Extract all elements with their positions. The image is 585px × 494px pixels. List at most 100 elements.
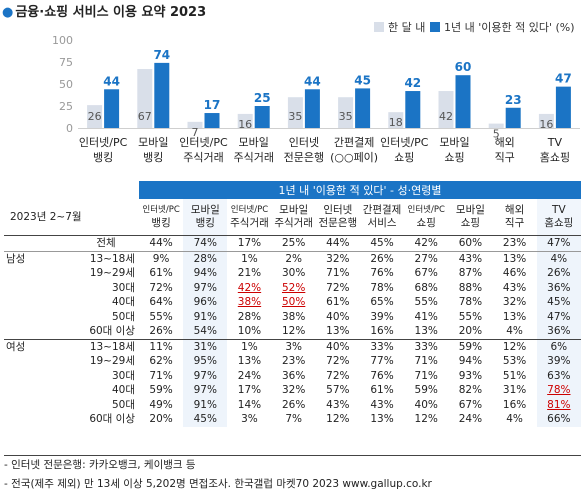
table-cell: 16%: [370, 325, 394, 338]
column-header: 간편결제 서비스: [359, 199, 405, 236]
table-cell: 55%: [149, 310, 173, 323]
table-cell: 10%: [237, 325, 262, 338]
table-header-row: 2023년 2~7월 인터넷/PC 뱅킹 모바일 뱅킹 인터넷/PC 주식거래 모바일 주식거…: [4, 199, 581, 236]
table-row: 전체 44% 74% 17% 25% 44% 45% 42% 60% 23% 47%: [4, 235, 581, 252]
data-table: 1년 내 '이용한 적 있다' - 성·연령별 2023년 2~7월 인터넷/P…: [4, 181, 581, 453]
bar-yearly: [505, 107, 521, 128]
table-cell: 45%: [536, 295, 581, 310]
table-cell: 94%: [458, 355, 483, 368]
data-label-monthly: 26: [88, 110, 102, 123]
row-group: [4, 235, 77, 252]
data-label-monthly: 67: [138, 110, 152, 123]
table-banner-row: 1년 내 '이용한 적 있다' - 성·연령별: [4, 181, 581, 199]
bar-monthly: [287, 97, 303, 128]
chart-title-text: 금융·쇼핑 서비스 이용 요약 2023: [15, 5, 207, 20]
table-cell: 63%: [536, 368, 581, 383]
table-row: 50대 55% 91% 28% 38% 40% 39% 41% 55% 13% 47%: [4, 309, 581, 324]
usage-table: 1년 내 '이용한 적 있다' - 성·연령별 2023년 2~7월 인터넷/P…: [4, 181, 581, 427]
x-category-label: 직구: [495, 151, 515, 164]
row-group: [4, 369, 77, 384]
table-cell: 97%: [183, 368, 228, 383]
table-cell: 21%: [237, 267, 262, 280]
table-cell: 91%: [183, 309, 228, 324]
y-tick-label: 50: [59, 78, 73, 91]
table-cell: 53%: [502, 355, 527, 368]
row-label: 13~18세: [77, 338, 139, 354]
row-label: 전체: [77, 235, 139, 252]
row-group: [4, 354, 77, 369]
table-cell: 72%: [149, 281, 173, 294]
data-label-monthly: 5: [493, 128, 500, 141]
data-label-yearly: 45: [354, 73, 371, 87]
row-group: [4, 266, 77, 281]
column-header-line1: TV: [552, 204, 566, 216]
bar-monthly: [488, 123, 504, 128]
column-header-line1: 인터넷/PC: [407, 205, 445, 215]
table-cell: 12%: [326, 413, 350, 426]
row-group: 남성: [6, 252, 26, 265]
table-cell: 95%: [183, 354, 228, 369]
table-cell: 7%: [285, 413, 302, 426]
table-cell: 40%: [315, 338, 360, 354]
row-label: 19~29세: [89, 355, 135, 368]
bar-yearly: [355, 88, 371, 128]
data-label-yearly: 25: [254, 91, 271, 105]
table-cell: 23%: [281, 355, 306, 368]
table-cell: 87%: [458, 267, 483, 280]
table-cell: 45%: [183, 412, 228, 427]
bar-monthly: [538, 113, 554, 128]
table-row: 여성 13~18세 11% 31% 1% 3% 40% 33% 33% 59% 12% 6%: [4, 338, 581, 354]
table-cell: 60%: [448, 235, 493, 252]
table-cell: 41%: [414, 310, 438, 323]
bar-monthly: [237, 113, 253, 128]
table-cell: 17%: [237, 384, 262, 397]
table-cell: 55%: [458, 310, 483, 323]
x-category-label: 전문은행: [284, 151, 324, 164]
table-cell: 9%: [152, 252, 170, 265]
table-cell: 32%: [502, 296, 527, 309]
table-cell: 44%: [139, 235, 184, 252]
data-label-monthly: 7: [192, 126, 199, 139]
table-cell: 28%: [237, 310, 262, 323]
x-category-label: 인터넷/PC: [179, 136, 228, 149]
table-cell: 26%: [536, 266, 581, 281]
column-header: 인터넷/PC 뱅킹: [139, 199, 184, 236]
y-tick-label: 75: [59, 56, 73, 69]
table-cell: 38%: [281, 310, 306, 323]
table-cell: 4%: [536, 251, 581, 266]
x-category-label: 인터넷: [289, 136, 319, 149]
column-header: 인터넷/PC 주식거래: [227, 199, 272, 236]
table-row: 30대 71% 97% 24% 36% 72% 76% 71% 93% 51% 63%: [4, 368, 581, 384]
bar-yearly: [204, 113, 220, 128]
table-row: 남성 13~18세 9% 28% 1% 2% 32% 26% 27% 43% 13% 4%: [4, 251, 581, 266]
row-label: 13~18세: [89, 252, 135, 265]
table-cell: 20%: [458, 325, 483, 338]
data-label-yearly: 44: [304, 74, 321, 88]
table-cell: 16%: [502, 398, 527, 411]
column-header-line2: 전문은행: [318, 217, 358, 229]
table-row: 60대 이상 20% 45% 3% 7% 12% 13% 12% 24% 4% 66%: [4, 412, 581, 427]
y-tick-label: 100: [52, 34, 73, 47]
table-cell: 61%: [149, 267, 173, 280]
column-header: 모바일 주식거래: [271, 199, 316, 236]
table-cell: 47%: [536, 235, 581, 252]
table-cell: 96%: [183, 295, 228, 310]
row-label: 50대: [111, 310, 135, 323]
table-cell: 46%: [502, 267, 527, 280]
legend-swatch-monthly: [374, 22, 384, 32]
table-banner: 1년 내 '이용한 적 있다' - 성·연령별: [139, 181, 581, 199]
table-cell: 82%: [458, 384, 483, 397]
table-cell: 1%: [227, 338, 272, 354]
row-label: 50대: [111, 398, 135, 411]
bar-yearly: [254, 106, 270, 128]
table-cell: 72%: [326, 281, 350, 294]
row-group: [4, 383, 77, 398]
bar-yearly: [455, 75, 471, 128]
table-cell: 33%: [404, 338, 449, 354]
bar-yearly: [304, 89, 320, 128]
table-cell: 1%: [241, 252, 258, 265]
table-cell: 25%: [271, 235, 316, 252]
table-cell: 71%: [414, 355, 438, 368]
table-cell: 44%: [315, 235, 360, 252]
table-cell: 59%: [149, 384, 173, 397]
